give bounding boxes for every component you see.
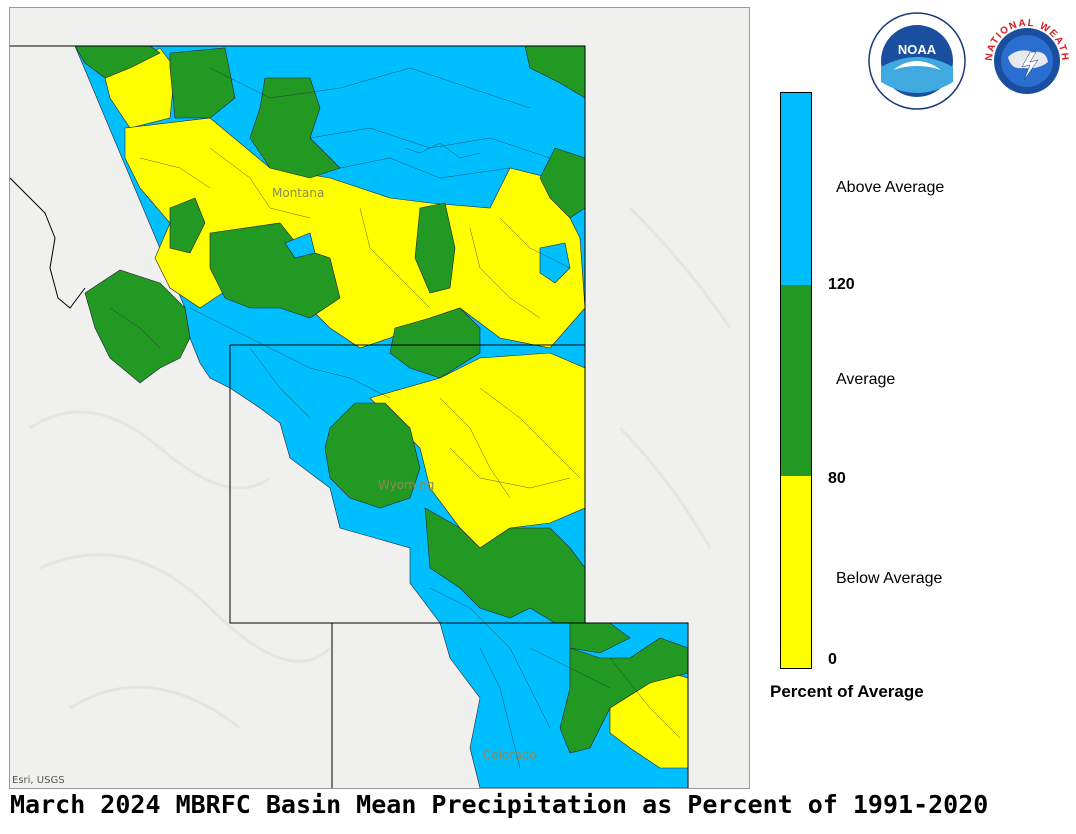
state-label-colorado: Colorado: [483, 748, 537, 762]
legend-label-below: Below Average: [836, 570, 943, 587]
state-label-wyoming: Wyoming: [378, 478, 435, 492]
legend-label-average: Average: [836, 371, 896, 388]
state-borders: [10, 45, 689, 788]
legend-tick-120: 120: [828, 276, 855, 293]
nws-logo: NATIONAL WEATHER SERVICE: [974, 4, 1076, 110]
basin-boundaries: [109, 67, 681, 769]
legend-tick-0: 0: [828, 651, 837, 668]
state-border-west: [10, 177, 86, 309]
map-panel[interactable]: Montana Wyoming Colorado Esri, USGS: [9, 7, 750, 789]
basin-patch-blue: [539, 242, 571, 284]
page-title: March 2024 MBRFC Basin Mean Precipitatio…: [10, 790, 989, 819]
reservoir-patch: [284, 232, 316, 259]
legend-swatch-average: [781, 285, 811, 476]
state-label-montana: Montana: [272, 186, 325, 200]
regions-below-average: [104, 47, 689, 769]
noaa-logo: NOAA: [868, 12, 966, 110]
terrain-relief: [29, 206, 732, 730]
regions-average: [74, 45, 689, 754]
legend-label-above: Above Average: [836, 179, 945, 196]
legend-color-bar: [780, 92, 812, 669]
map-credit: Esri, USGS: [12, 775, 65, 786]
legend-swatch-above: [781, 93, 811, 285]
basin-map: [10, 8, 749, 788]
noaa-wordmark: NOAA: [898, 42, 937, 57]
legend-title: Percent of Average: [770, 682, 924, 701]
legend-swatch-below: [781, 476, 811, 668]
legend-tick-80: 80: [828, 470, 846, 487]
